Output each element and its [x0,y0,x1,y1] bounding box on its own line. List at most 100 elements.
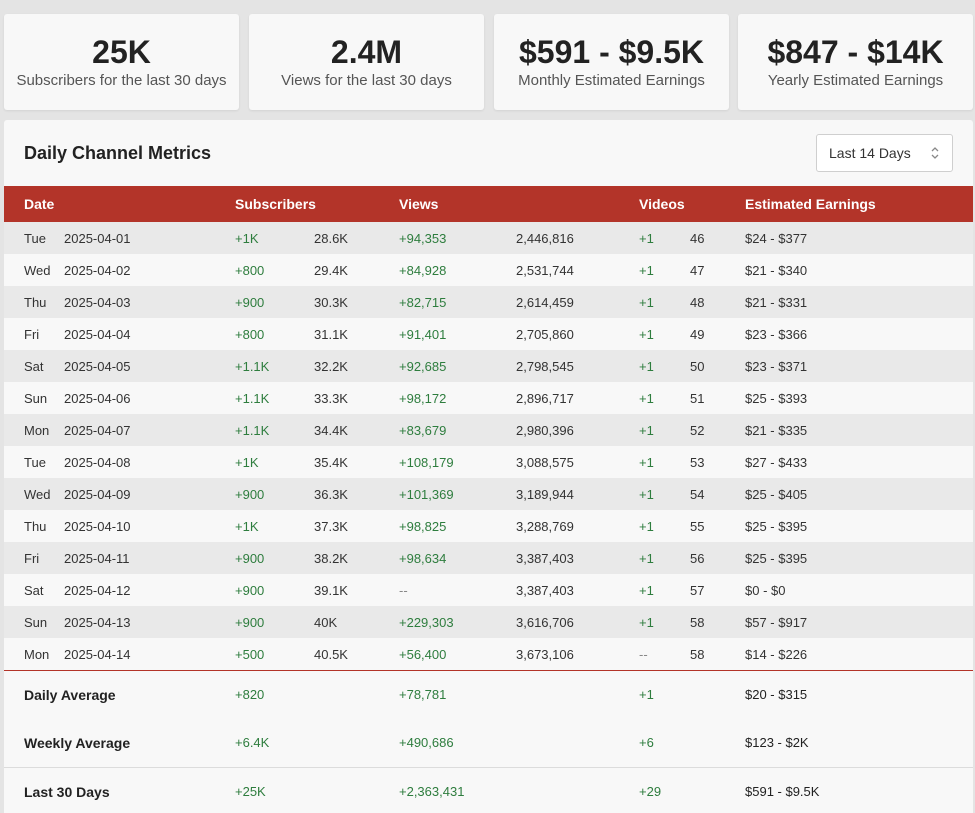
row-day: Tue [24,455,46,470]
row-day: Wed [24,263,51,278]
row-earnings: $23 - $371 [745,359,808,374]
row-videos-delta: +1 [639,359,654,374]
row-earnings: $21 - $340 [745,263,808,278]
row-subscribers-total: 32.2K [314,359,348,374]
row-videos-delta: +1 [639,327,654,342]
row-views-delta: +92,685 [399,359,447,374]
table-row: Sun 2025-04-06 +1.1K 33.3K +98,172 2,896,717 +… [4,382,973,414]
summary-subscribers: +820 [235,687,265,702]
row-day: Sun [24,391,48,406]
row-subscribers-delta: +800 [235,327,265,342]
row-views-delta: +229,303 [399,615,454,630]
row-date: 2025-04-01 [64,231,131,246]
summary-separator [4,767,973,768]
summary-earnings: $591 - $9.5K [745,784,820,799]
table-body: Tue 2025-04-01 +1K 28.6K +94,353 2,446,816 +1 4… [4,222,973,670]
row-views-delta: +98,634 [399,551,447,566]
stat-card-views: 2.4M Views for the last 30 days [249,14,484,110]
header-videos: Videos [639,196,685,212]
table-row: Sat 2025-04-12 +900 39.1K -- 3,387,403 +1 57 $0 … [4,574,973,606]
stat-card-monthly-earnings: $591 - $9.5K Monthly Estimated Earnings [494,14,729,110]
summary-row-weekly-average: Weekly Average +6.4K +490,686 +6 $123 - … [4,719,973,767]
row-date: 2025-04-07 [64,423,131,438]
row-subscribers-delta: +900 [235,487,265,502]
row-earnings: $25 - $405 [745,487,808,502]
table-header: Date Subscribers Views Videos Estimated … [4,186,973,222]
table-row: Sat 2025-04-05 +1.1K 32.2K +92,685 2,798,545 +… [4,350,973,382]
row-views-total: 3,189,944 [516,487,574,502]
row-videos-total: 50 [690,359,705,374]
table-row: Fri 2025-04-11 +900 38.2K +98,634 3,387,403 +1… [4,542,973,574]
row-views-delta: +56,400 [399,647,447,662]
row-earnings: $21 - $335 [745,423,808,438]
date-range-select[interactable]: Last 14 Days [816,134,953,172]
row-videos-delta: +1 [639,423,654,438]
row-earnings: $27 - $433 [745,455,808,470]
stat-value: 25K [92,34,151,70]
row-subscribers-total: 31.1K [314,327,348,342]
row-videos-delta: +1 [639,455,654,470]
row-videos-total: 53 [690,455,705,470]
row-subscribers-total: 40.5K [314,647,348,662]
row-videos-total: 58 [690,647,705,662]
row-subscribers-total: 29.4K [314,263,348,278]
row-subscribers-delta: +1.1K [235,359,270,374]
row-views-total: 3,088,575 [516,455,574,470]
table-row: Mon 2025-04-14 +500 40.5K +56,400 3,673,106 --… [4,638,973,670]
row-videos-delta: +1 [639,583,654,598]
row-views-delta: +83,679 [399,423,447,438]
header-subscribers: Subscribers [235,196,316,212]
row-views-delta: +94,353 [399,231,447,246]
header-date: Date [24,196,55,212]
row-date: 2025-04-10 [64,519,131,534]
row-views-total: 3,387,403 [516,551,574,566]
header-views: Views [399,196,439,212]
row-subscribers-total: 37.3K [314,519,348,534]
stats-cards: 25K Subscribers for the last 30 days 2.4… [4,14,973,110]
row-views-delta: -- [399,583,408,598]
row-day: Thu [24,519,47,534]
summary-subscribers: +6.4K [235,735,270,750]
header-estimated-earnings: Estimated Earnings [745,196,876,212]
row-videos-delta: +1 [639,487,654,502]
row-subscribers-delta: +1.1K [235,391,270,406]
row-videos-total: 54 [690,487,705,502]
stat-value: 2.4M [330,34,403,70]
date-range-value: Last 14 Days [829,145,911,161]
summary-videos: +29 [639,784,662,799]
summary-videos: +1 [639,687,654,702]
row-date: 2025-04-11 [64,551,130,566]
row-videos-delta: +1 [639,551,654,566]
table-row: Wed 2025-04-09 +900 36.3K +101,369 3,189,944 +… [4,478,973,510]
row-views-total: 3,387,403 [516,583,574,598]
summary-subscribers: +25K [235,784,266,799]
row-subscribers-total: 28.6K [314,231,348,246]
row-views-total: 3,616,706 [516,615,574,630]
summary-row-daily-average: Daily Average +820 +78,781 +1 $20 - $315 [4,671,973,719]
row-date: 2025-04-08 [64,455,131,470]
summary-row-last-30-days: Last 30 Days +25K +2,363,431 +29 $591 - … [4,768,973,813]
stat-value: $847 - $14K [767,34,944,70]
row-videos-delta: -- [639,647,648,662]
row-subscribers-delta: +1K [235,231,259,246]
row-subscribers-total: 34.4K [314,423,348,438]
row-day: Fri [24,327,40,342]
row-views-total: 2,980,396 [516,423,574,438]
row-date: 2025-04-05 [64,359,131,374]
row-views-total: 3,288,769 [516,519,574,534]
row-subscribers-total: 30.3K [314,295,348,310]
row-day: Tue [24,231,46,246]
panel-title: Daily Channel Metrics [24,143,212,163]
summary-views: +2,363,431 [399,784,465,799]
row-videos-total: 52 [690,423,705,438]
row-videos-total: 46 [690,231,705,246]
summary-earnings: $20 - $315 [745,687,808,702]
summary-divider [4,670,973,671]
row-day: Fri [24,551,40,566]
row-subscribers-total: 38.2K [314,551,348,566]
row-subscribers-delta: +900 [235,551,265,566]
table-row: Tue 2025-04-08 +1K 35.4K +108,179 3,088,575 +1… [4,446,973,478]
row-earnings: $14 - $226 [745,647,808,662]
row-subscribers-delta: +900 [235,583,265,598]
summary-videos: +6 [639,735,654,750]
